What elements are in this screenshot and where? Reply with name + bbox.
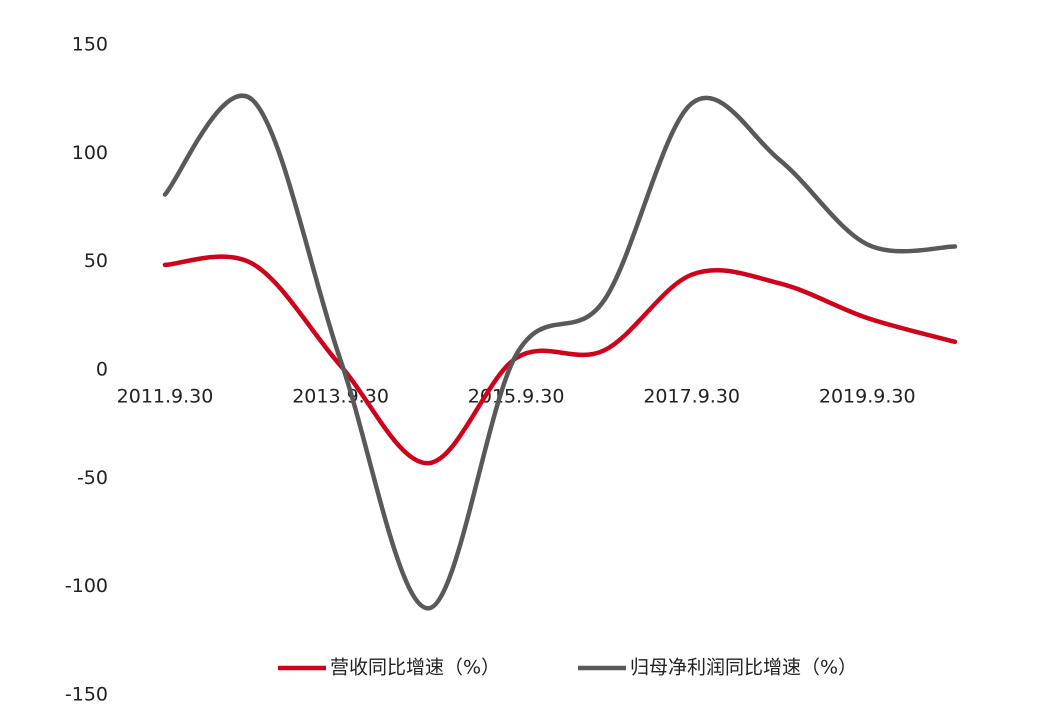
y-tick-label: 100 xyxy=(72,142,108,164)
y-tick-label: -50 xyxy=(77,467,108,489)
x-tick-label: 2017.9.30 xyxy=(643,386,740,408)
y-tick-label: 150 xyxy=(72,34,108,56)
x-tick-label: 2011.9.30 xyxy=(117,386,214,408)
x-tick-label: 2013.9.30 xyxy=(292,386,389,408)
legend-label: 营收同比增速（%） xyxy=(330,657,500,679)
y-tick-label: -150 xyxy=(65,684,108,706)
legend-label: 归母净利润同比增速（%） xyxy=(630,657,857,679)
y-tick-label: -100 xyxy=(65,575,108,597)
y-tick-label: 50 xyxy=(84,250,108,272)
line xyxy=(162,254,958,466)
x-tick-label: 2015.9.30 xyxy=(468,386,565,408)
y-tick-label: 0 xyxy=(96,359,108,381)
x-tick-label: 2019.9.30 xyxy=(819,386,916,408)
line xyxy=(162,93,958,611)
